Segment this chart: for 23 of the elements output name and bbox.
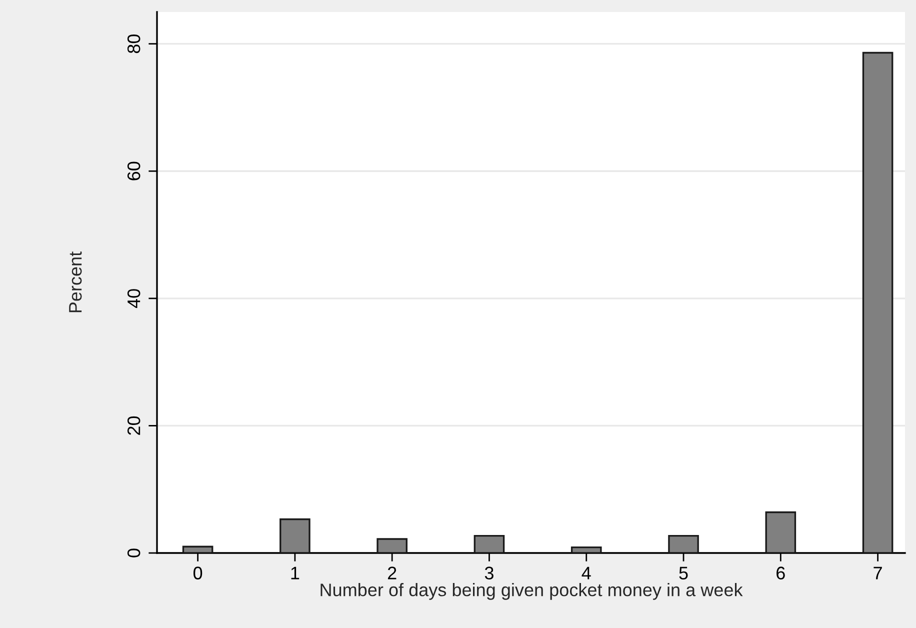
x-tick-label: 3	[484, 566, 494, 580]
y-axis-title: Percent	[69, 252, 82, 312]
x-tick-label: 0	[193, 566, 202, 580]
x-tick-label: 1	[291, 566, 300, 580]
x-tick-label: 6	[776, 566, 785, 580]
bar	[570, 546, 602, 553]
x-axis-title: Number of days being given pocket money in a week	[320, 583, 743, 600]
bar	[862, 52, 894, 553]
bar	[474, 534, 505, 553]
y-tick-label: 60	[127, 162, 140, 180]
bar	[668, 534, 699, 553]
bar	[765, 511, 796, 553]
x-tick-label: 4	[582, 566, 591, 580]
x-tick-label: 5	[679, 566, 688, 580]
x-tick-label: 7	[874, 566, 882, 580]
bar	[376, 538, 408, 553]
y-tick-label: 80	[127, 34, 140, 54]
y-tick-label: 40	[127, 289, 140, 308]
bar	[182, 546, 214, 553]
y-tick-label: 20	[127, 416, 140, 435]
y-tick-label: 0	[127, 548, 140, 558]
bar	[280, 518, 310, 553]
x-tick-label: 2	[388, 566, 396, 580]
